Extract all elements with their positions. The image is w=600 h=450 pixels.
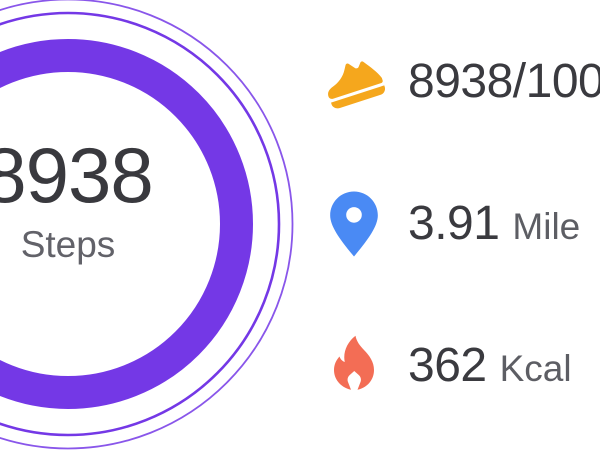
flame-icon <box>320 330 388 402</box>
progress-ring-band <box>0 39 253 409</box>
distance-value: 3.91 <box>408 197 500 250</box>
stat-row-steps-goal[interactable]: 8938/10000 <box>320 46 600 118</box>
location-pin-icon <box>320 188 388 260</box>
stat-row-calories[interactable]: 362 Kcal <box>320 330 572 402</box>
calories-text: 362 Kcal <box>408 342 572 390</box>
calories-unit: Kcal <box>499 348 572 389</box>
outer-faint-circle <box>0 0 294 450</box>
shoe-icon <box>320 46 388 118</box>
distance-unit: Mile <box>512 206 581 247</box>
steps-goal-text: 8938/10000 <box>408 58 600 106</box>
steps-label: Steps <box>20 224 116 265</box>
calories-value: 362 <box>408 339 487 392</box>
stat-row-distance[interactable]: 3.91 Mile <box>320 188 580 260</box>
steps-count: 8938 <box>0 131 154 219</box>
distance-text: 3.91 Mile <box>408 200 580 248</box>
steps-goal-value: 8938/10000 <box>408 55 600 108</box>
steps-readout: 8938 Steps <box>0 131 154 265</box>
outer-thin-circle <box>0 11 281 437</box>
